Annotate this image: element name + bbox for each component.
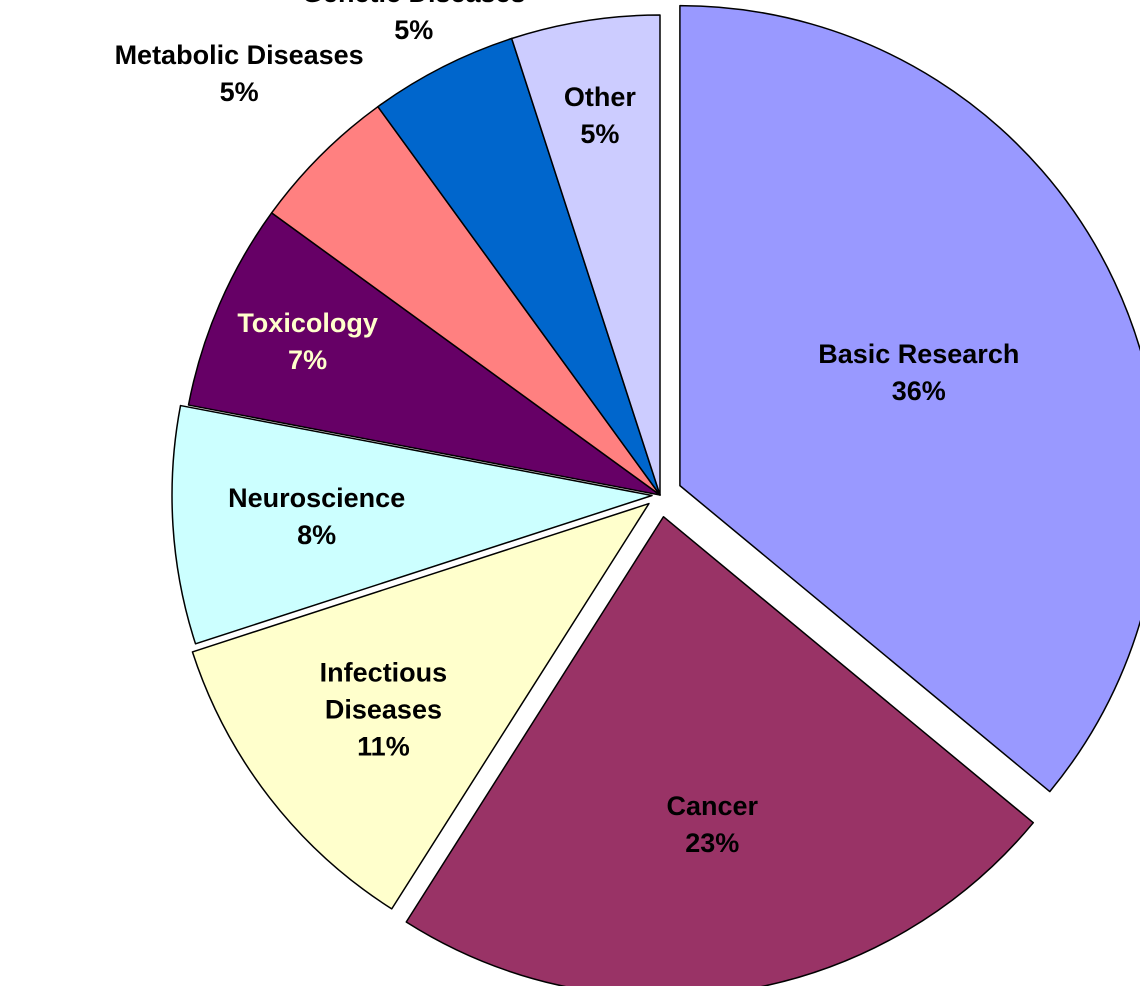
slice-value-label: 5% bbox=[219, 77, 259, 108]
slice-label: Basic Research 36% bbox=[818, 336, 1019, 410]
slice-name: Toxicology bbox=[237, 308, 378, 339]
pie-slice bbox=[510, 14, 661, 496]
pie-slice bbox=[270, 105, 661, 496]
slice-name: Other bbox=[563, 81, 636, 112]
slice-label: Infectious Diseases 11% bbox=[293, 654, 473, 765]
pie-slice bbox=[187, 212, 661, 496]
slice-value-label: 5% bbox=[580, 118, 620, 149]
slice-value-label: 36% bbox=[891, 376, 946, 407]
pie-slice bbox=[191, 502, 650, 910]
slice-label: Toxicology 7% bbox=[237, 305, 378, 379]
pie-slice bbox=[679, 4, 1140, 793]
pie-slice bbox=[405, 515, 1035, 986]
slice-label: Genetic Diseases 5% bbox=[302, 0, 526, 49]
pie-slice bbox=[171, 404, 653, 645]
slice-name: Metabolic Diseases bbox=[114, 40, 364, 71]
slice-value-label: 7% bbox=[288, 345, 328, 376]
pie-slice bbox=[377, 37, 661, 496]
slice-value-label: 23% bbox=[685, 827, 740, 858]
slice-label: Cancer 23% bbox=[666, 788, 758, 862]
slice-value-label: 5% bbox=[394, 14, 434, 45]
slice-label: Metabolic Diseases 5% bbox=[115, 37, 364, 111]
slice-name: Genetic Diseases bbox=[302, 0, 526, 12]
slice-value-label: 11% bbox=[357, 731, 410, 762]
slice-name: Basic Research bbox=[818, 339, 1020, 370]
slice-name: Infectious Diseases bbox=[319, 657, 448, 725]
slice-label: Neuroscience 8% bbox=[228, 480, 405, 554]
slice-value-label: 8% bbox=[297, 519, 337, 550]
slice-label: Other 5% bbox=[564, 79, 636, 153]
slice-name: Cancer bbox=[666, 790, 759, 821]
slice-name: Neuroscience bbox=[228, 482, 406, 513]
